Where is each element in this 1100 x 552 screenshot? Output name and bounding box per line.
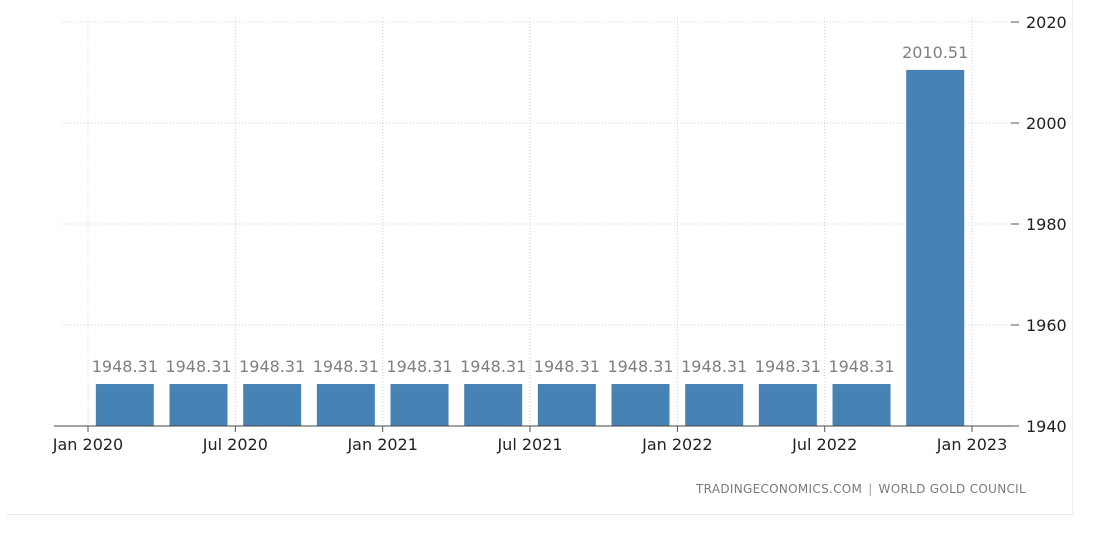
- source-attribution: TRADINGECONOMICS.COM | WORLD GOLD COUNCIL: [696, 482, 1026, 496]
- bar: [464, 384, 523, 426]
- source-site: TRADINGECONOMICS.COM: [696, 482, 863, 496]
- bar: [611, 384, 670, 426]
- y-tick-label: 2020: [1026, 13, 1067, 32]
- bar: [390, 384, 449, 426]
- bar: [685, 384, 744, 426]
- source-provider: WORLD GOLD COUNCIL: [878, 482, 1026, 496]
- y-tick-label: 2000: [1026, 114, 1067, 133]
- bar: [95, 384, 154, 426]
- bar-data-label: 1948.31: [92, 357, 158, 376]
- x-tick-label: Jul 2020: [202, 435, 268, 454]
- source-separator: |: [868, 482, 873, 496]
- bar: [758, 384, 817, 426]
- bar: [906, 69, 965, 426]
- chart-frame: 1940 1960 1980 2000 2020 Jan 2020 Jul 2020 Jan …: [6, 0, 1073, 515]
- bar-data-label: 2010.51: [902, 43, 968, 62]
- y-tick-label: 1980: [1026, 215, 1067, 234]
- bar-data-label: 1948.31: [534, 357, 600, 376]
- bar: [243, 384, 302, 426]
- x-tick-label: Jan 2021: [346, 435, 417, 454]
- bar-data-label: 1948.31: [165, 357, 231, 376]
- bar-data-label: 1948.31: [239, 357, 305, 376]
- bar-data-label: 1948.31: [828, 357, 894, 376]
- x-tick-label: Jul 2021: [496, 435, 562, 454]
- x-tick-label: Jan 2022: [641, 435, 712, 454]
- bar-data-label: 1948.31: [607, 357, 673, 376]
- bar-data-label: 1948.31: [386, 357, 452, 376]
- bar-data-label: 1948.31: [755, 357, 821, 376]
- bar-data-label: 1948.31: [460, 357, 526, 376]
- x-tick-label: Jul 2022: [791, 435, 857, 454]
- bar: [537, 384, 596, 426]
- x-tick-label: Jan 2020: [52, 435, 123, 454]
- bar-data-label: 1948.31: [681, 357, 747, 376]
- bar: [169, 384, 228, 426]
- bar-data-label: 1948.31: [313, 357, 379, 376]
- bar-chart: 1940 1960 1980 2000 2020 Jan 2020 Jul 2020 Jan …: [52, 13, 1067, 454]
- x-tick-label: Jan 2023: [936, 435, 1007, 454]
- y-tick-label: 1940: [1026, 417, 1067, 436]
- bar: [832, 384, 891, 426]
- y-tick-label: 1960: [1026, 316, 1067, 335]
- bar: [316, 384, 375, 426]
